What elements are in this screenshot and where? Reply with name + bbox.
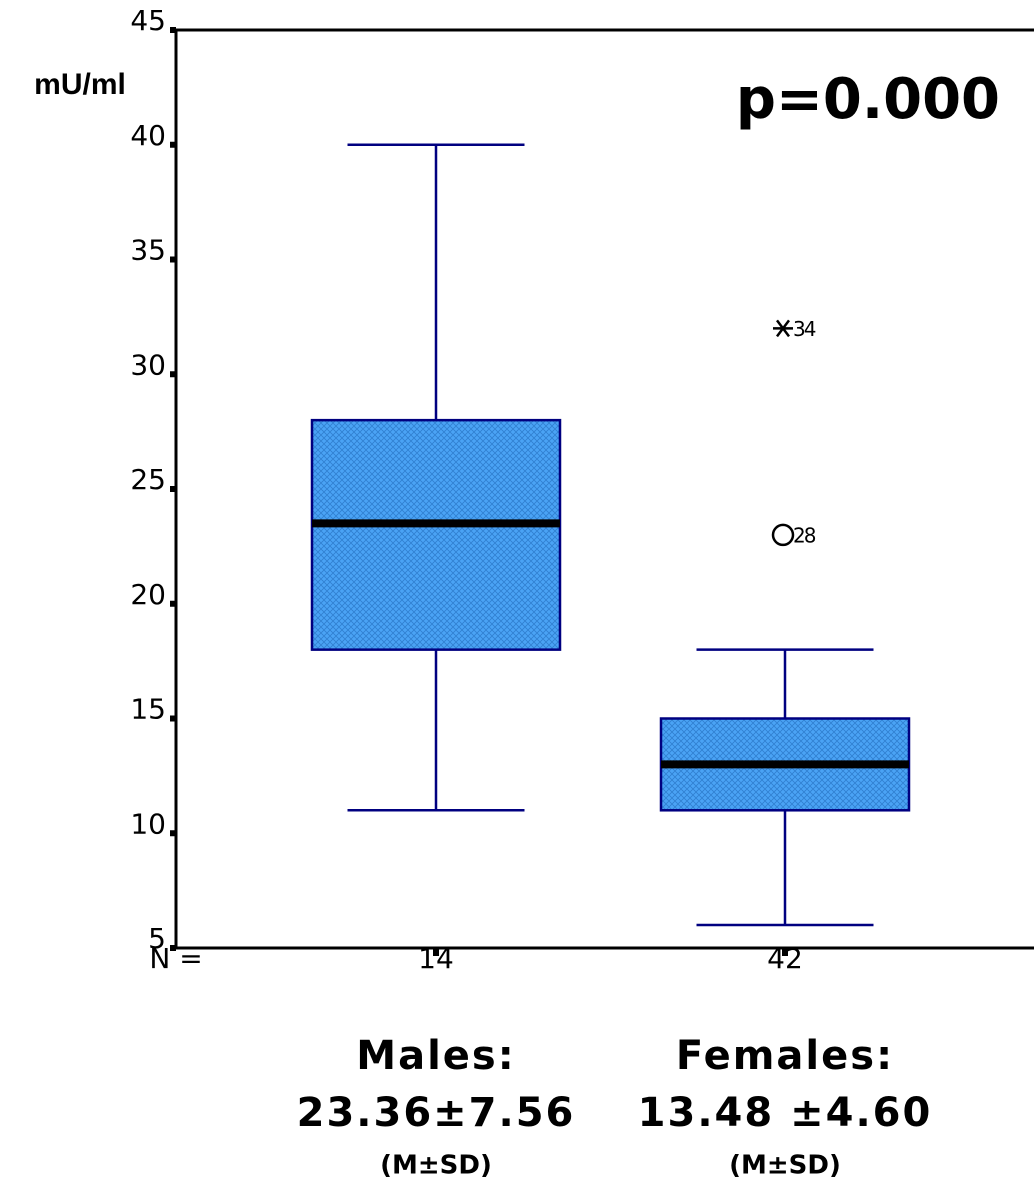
group-name: Males:: [356, 1033, 515, 1079]
outlier-id: 28: [793, 523, 816, 547]
y-tick-label: 5: [148, 922, 166, 955]
y-axis-label: mU/ml: [34, 68, 126, 101]
outlier-id: 34: [793, 317, 816, 341]
y-tick: [170, 715, 176, 722]
y-tick-label: 15: [130, 693, 166, 726]
y-tick-label: 30: [130, 348, 166, 381]
group-stat: 13.48 ±4.60: [638, 1090, 933, 1136]
y-tick-label: 40: [130, 119, 166, 152]
y-tick: [170, 830, 176, 837]
box: [310, 418, 562, 651]
group-stat: 23.36±7.56: [297, 1090, 576, 1136]
y-tick-label: 45: [130, 4, 166, 37]
n-value: 42: [767, 942, 803, 975]
n-value: 14: [418, 942, 454, 975]
x-tick: [782, 948, 788, 956]
y-tick: [170, 600, 176, 607]
y-tick-label: 35: [130, 234, 166, 267]
y-tick: [170, 371, 176, 378]
y-tick: [170, 256, 176, 263]
y-tick: [170, 945, 176, 951]
outlier: [771, 523, 795, 547]
y-tick-label: 20: [130, 578, 166, 611]
y-tick: [170, 27, 176, 33]
annotation: p=0.000: [736, 67, 1000, 132]
y-tick-label: 10: [130, 807, 166, 840]
group-stat-note: (M±SD): [729, 1151, 841, 1181]
y-tick: [170, 141, 176, 148]
extreme: [773, 319, 793, 338]
x-tick: [433, 948, 439, 956]
group-stat-note: (M±SD): [380, 1151, 492, 1181]
group-name: Females:: [676, 1033, 894, 1079]
y-tick: [170, 486, 176, 492]
y-tick-label: 25: [130, 463, 166, 496]
